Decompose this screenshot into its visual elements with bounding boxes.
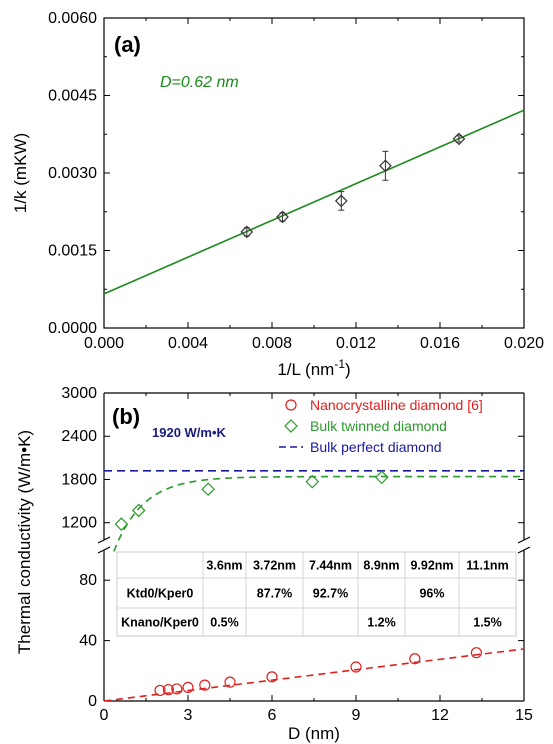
panel-a-xlabel-main: 1/L (nm: [277, 360, 334, 379]
table-cell: 3.6nm: [206, 559, 242, 573]
nano-point: [266, 671, 278, 683]
panel-a-xlabel-sup: -1: [334, 357, 345, 371]
y-tick-label: 3000: [61, 385, 97, 402]
twinned-fit-curve: [113, 475, 523, 552]
diamond-marker: [334, 194, 348, 208]
panel-a: 0.000 0.004 0.008 0.012 0.016 0.020 0.0000 0.00…: [11, 10, 544, 379]
data-point: [240, 225, 254, 239]
x-tick-label: 6: [268, 707, 277, 724]
nano-point: [199, 679, 211, 691]
axis-break-mark: [517, 536, 531, 544]
x-tick-label: 3: [184, 707, 193, 724]
x-tick-label: 9: [352, 707, 361, 724]
table-cell: 1.5%: [473, 616, 502, 630]
x-tick-label: 0.004: [168, 335, 208, 352]
y-tick-label: 0.0045: [48, 88, 97, 105]
twinned-point: [201, 482, 216, 497]
y-tick-label: 0.0015: [48, 243, 97, 260]
data-point: [334, 191, 348, 211]
panel-b-xlabel: D (nm): [288, 724, 340, 743]
diamond-marker: [276, 210, 289, 224]
nano-point: [224, 676, 236, 688]
nano-point: [162, 684, 174, 696]
table-cell: 11.1nm: [466, 559, 508, 573]
legend-label: Bulk perfect diamond: [310, 439, 442, 455]
perfect-annotation: 1920 W/m•K: [152, 425, 227, 440]
axis-break-mark: [97, 546, 111, 554]
table-cell: 96%: [419, 587, 444, 601]
table-cell: 3.72nm: [253, 559, 296, 573]
panel-a-xlabel-close: ): [345, 360, 351, 379]
x-tick-label: 15: [515, 707, 533, 724]
table-cell: 0.5%: [210, 616, 239, 630]
y-tick-label: 0.0030: [48, 165, 97, 182]
twinned-point: [131, 503, 146, 518]
y-tick-label: 0.0000: [48, 320, 97, 337]
panel-a-fit-line: [103, 109, 525, 295]
table-cell: 7.44nm: [309, 559, 352, 573]
table-cell: 9.92nm: [410, 559, 453, 573]
table-cell: 8.9nm: [363, 559, 399, 573]
legend-label: Bulk twinned diamond: [310, 418, 447, 434]
twinned-point: [374, 470, 389, 485]
axis-break-mark: [517, 546, 531, 554]
table-row-header: Ktd0/Kper0: [127, 587, 194, 601]
table-cell: 92.7%: [313, 587, 348, 601]
twinned-point: [305, 474, 320, 489]
y-tick-label: 40: [79, 633, 97, 650]
data-point: [276, 210, 289, 224]
x-tick-label: 12: [431, 707, 449, 724]
panel-a-ylabel: 1/k (mKW): [11, 133, 30, 213]
y-tick-label: 80: [79, 572, 97, 589]
x-tick-label: 0: [100, 707, 109, 724]
x-tick-label: 0.008: [252, 335, 292, 352]
panel-b: 0 3 6 9 12 15 1200 1800 2400 3000 0 40 80 3.6nm 3.72n…: [15, 385, 533, 743]
y-tick-label: 0.0060: [48, 10, 97, 27]
data-point: [379, 150, 392, 181]
y-tick-label: 0: [88, 693, 97, 710]
x-tick-label: 0.012: [336, 335, 376, 352]
x-tick-label: 0.000: [84, 335, 124, 352]
table-cell: 1.2%: [367, 616, 396, 630]
nano-point: [470, 647, 482, 659]
table-cell: 87.7%: [257, 587, 292, 601]
panel-a-label: (a): [114, 32, 141, 57]
panel-a-xlabel: 1/L (nm-1): [277, 357, 350, 379]
panel-a-plot-frame: [103, 17, 525, 329]
diamond-marker: [452, 132, 466, 146]
y-tick-label: 2400: [61, 428, 97, 445]
diamond-marker: [379, 159, 392, 173]
table-frame: [116, 551, 517, 637]
panel-a-annotation: D=0.62 nm: [160, 74, 239, 91]
nano-point: [182, 681, 194, 694]
nano-point: [409, 653, 421, 665]
x-tick-label: 0.016: [420, 335, 460, 352]
axis-break-mark: [97, 536, 111, 544]
nano-point: [154, 684, 166, 697]
panel-b-ylabel: Thermal conductivity (W/m•K): [15, 430, 34, 654]
legend-diamond-marker: [284, 419, 298, 433]
panel-b-legend: Nanocrystalline diamond [6] Bulk twinned …: [279, 397, 483, 455]
nano-fit-line: [103, 648, 525, 702]
nano-point: [350, 661, 362, 673]
y-tick-label: 1800: [61, 471, 97, 488]
table-row-header: Knano/Kper0: [121, 616, 199, 630]
y-tick-label: 1200: [61, 515, 97, 532]
panel-b-label: (b): [112, 404, 140, 429]
nano-point: [171, 683, 183, 695]
legend-circle-marker: [285, 399, 297, 411]
twinned-point: [114, 517, 129, 531]
legend-label: Nanocrystalline diamond [6]: [310, 397, 483, 413]
data-point: [452, 132, 466, 146]
diamond-marker: [240, 225, 254, 239]
x-tick-label: 0.020: [504, 335, 544, 352]
